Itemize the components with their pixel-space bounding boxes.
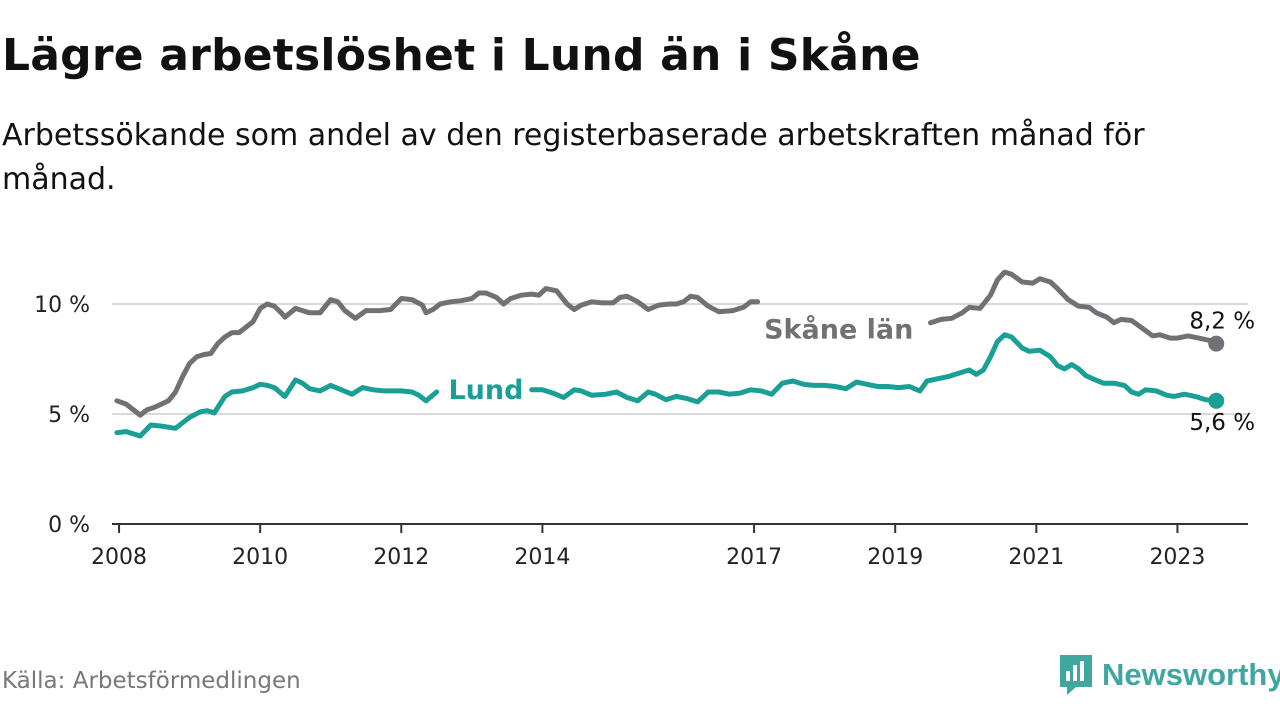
x-tick-label: 2014 <box>514 545 570 570</box>
source-note: Källa: Arbetsförmedlingen <box>2 668 301 694</box>
axes: 0 % 5 % 10 % 2008 2010 2012 2014 2017 2019 2021 20… <box>34 293 1248 570</box>
series-end-marker <box>1208 335 1225 352</box>
chart-subtitle: Arbetssökande som andel av den registerb… <box>2 118 1145 197</box>
end-value-label: 8,2 % <box>1189 309 1255 335</box>
x-tick-label: 2010 <box>232 545 288 570</box>
y-tick-label: 10 % <box>34 293 90 318</box>
y-tick-label: 5 % <box>48 403 90 428</box>
x-tick-label: 2019 <box>867 545 923 570</box>
series-line-skne-ln <box>114 286 761 418</box>
y-tick-label: 0 % <box>48 513 90 538</box>
series-line-lund <box>529 332 1219 405</box>
series <box>114 269 1225 439</box>
series-end-marker <box>1208 392 1225 409</box>
series-label: Skåne län <box>764 313 913 345</box>
newsworthy-logo-icon <box>1060 655 1092 695</box>
chart-title: Lägre arbetslöshet i Lund än i Skåne <box>2 30 921 81</box>
x-tick-label: 2017 <box>726 545 782 570</box>
x-tick-label: 2008 <box>91 545 147 570</box>
end-value-label: 5,6 % <box>1189 410 1255 436</box>
labels: Skåne län 8,2 % Lund 5,6 % <box>448 309 1255 436</box>
x-tick-label: 2021 <box>1008 545 1064 570</box>
x-tick-label: 2023 <box>1149 545 1205 570</box>
series-line-lund <box>114 377 440 439</box>
series-label: Lund <box>448 375 523 406</box>
brand-logo: Newsworthy <box>1058 652 1280 698</box>
brand-name: Newsworthy <box>1102 657 1280 692</box>
series-line-skne-ln <box>928 269 1219 347</box>
x-tick-label: 2012 <box>373 545 429 570</box>
